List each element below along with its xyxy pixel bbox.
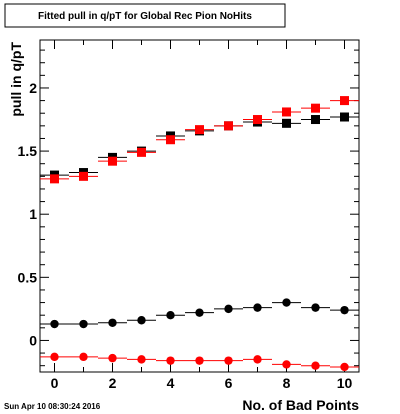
y-tick-label: 1.5 xyxy=(18,143,38,159)
data-point xyxy=(137,316,146,325)
data-point xyxy=(224,356,233,365)
data-point xyxy=(166,310,175,320)
data-point xyxy=(195,308,204,317)
data-point xyxy=(108,353,117,363)
data-point xyxy=(311,115,320,125)
data-point xyxy=(166,135,175,145)
y-tick-label: 1 xyxy=(29,206,37,222)
x-tick-label: 6 xyxy=(225,375,233,391)
data-point xyxy=(340,305,349,315)
data-point xyxy=(340,96,349,106)
series-2 xyxy=(40,298,359,329)
series-3 xyxy=(40,352,359,372)
data-point xyxy=(282,360,291,369)
data-point xyxy=(79,171,88,181)
x-tick-label: 8 xyxy=(283,375,291,391)
data-point xyxy=(195,356,204,365)
x-axis-label: No. of Bad Points xyxy=(242,397,359,413)
data-marks xyxy=(40,96,359,372)
data-point xyxy=(137,147,146,157)
series-1 xyxy=(40,96,359,184)
data-point xyxy=(79,352,88,362)
data-point xyxy=(282,107,291,117)
data-point xyxy=(50,319,59,329)
y-tick-label: 0.5 xyxy=(18,269,38,285)
data-point xyxy=(282,118,291,128)
x-tick-label: 10 xyxy=(337,375,353,391)
x-tick-label: 4 xyxy=(167,375,175,391)
data-point xyxy=(137,355,146,364)
y-axis-label: pull in q/pT xyxy=(8,42,24,117)
data-point xyxy=(311,103,320,113)
data-point xyxy=(108,156,117,166)
data-point xyxy=(340,362,349,372)
data-point xyxy=(50,352,59,362)
data-point xyxy=(340,112,349,122)
data-point xyxy=(166,356,175,365)
footer-timestamp: Sun Apr 10 08:30:24 2016 xyxy=(4,402,101,411)
data-point xyxy=(282,298,291,307)
data-point xyxy=(224,304,233,314)
data-point xyxy=(311,361,320,370)
data-point xyxy=(311,303,320,312)
chart-title-box: Fitted pull in q/pT for Global Rec Pion … xyxy=(4,3,286,28)
y-tick-label: 0 xyxy=(29,332,37,348)
data-point xyxy=(50,174,59,184)
data-point xyxy=(253,115,262,125)
y-tick-label: 2 xyxy=(29,80,37,96)
x-tick-label: 0 xyxy=(51,375,59,391)
chart-title: Fitted pull in q/pT for Global Rec Pion … xyxy=(38,11,252,22)
data-point xyxy=(195,125,204,135)
data-point xyxy=(224,121,233,131)
data-point xyxy=(253,303,262,312)
data-point xyxy=(253,355,262,364)
x-tick-label: 2 xyxy=(109,375,117,391)
data-point xyxy=(79,319,88,329)
data-point xyxy=(108,318,117,327)
